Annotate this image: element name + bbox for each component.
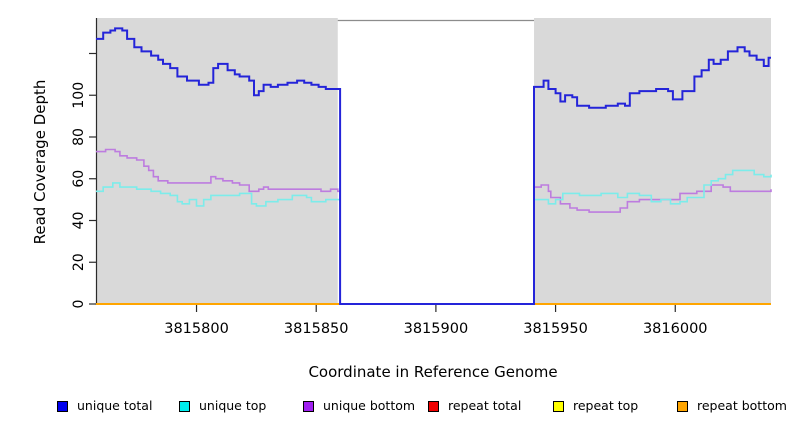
x-tick-label: 3816000	[643, 321, 708, 337]
x-tick-label: 3815800	[164, 321, 229, 337]
x-tick-label: 3815900	[404, 321, 469, 337]
covered-region-right	[534, 18, 771, 304]
y-tick-label: 60	[71, 170, 87, 188]
y-axis-label: Read Coverage Depth	[31, 79, 49, 245]
y-tick-label: 40	[71, 212, 87, 230]
covered-region-left	[96, 18, 338, 304]
x-tick-label: 3815850	[284, 321, 349, 337]
series-line-unique-total	[96, 27, 771, 305]
x-axis-label: Coordinate in Reference Genome	[308, 363, 558, 381]
x-tick-label: 3815950	[523, 321, 588, 337]
y-tick-label: 20	[71, 253, 87, 271]
y-tick-label: 100	[71, 82, 87, 109]
y-tick-label: 80	[71, 128, 87, 146]
y-tick-label: 0	[71, 300, 87, 309]
